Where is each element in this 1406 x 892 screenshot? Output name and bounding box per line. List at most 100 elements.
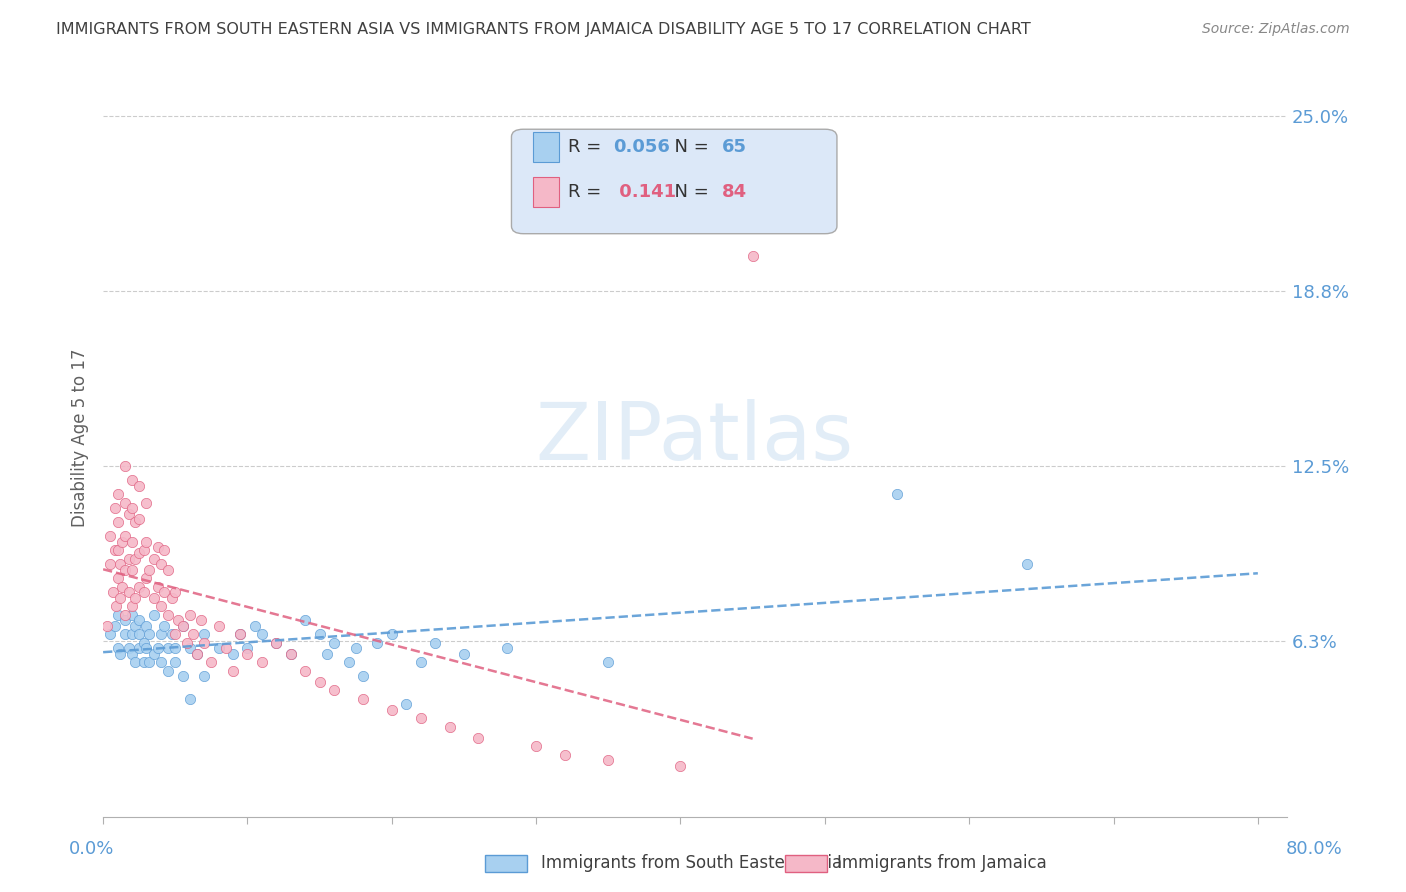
Point — [107, 515, 129, 529]
Point — [149, 558, 172, 572]
Point — [98, 529, 121, 543]
Text: ZIPatlas: ZIPatlas — [536, 399, 853, 477]
Point — [1015, 558, 1038, 572]
Point — [172, 669, 194, 683]
Point — [128, 580, 150, 594]
Point — [409, 711, 432, 725]
Point — [172, 619, 194, 633]
Point — [157, 563, 180, 577]
Point — [554, 747, 576, 762]
Point — [439, 720, 461, 734]
Point — [181, 627, 204, 641]
Point — [152, 543, 174, 558]
FancyBboxPatch shape — [512, 129, 837, 234]
Point — [352, 669, 374, 683]
Point — [114, 495, 136, 509]
Point — [193, 669, 215, 683]
Point — [453, 647, 475, 661]
Point — [107, 487, 129, 501]
Point — [128, 546, 150, 560]
Point — [294, 664, 316, 678]
Point — [103, 585, 125, 599]
Point — [409, 656, 432, 670]
Point — [135, 641, 157, 656]
Point — [186, 647, 208, 661]
Point — [294, 613, 316, 627]
Point — [250, 627, 273, 641]
Point — [162, 627, 184, 641]
Point — [121, 534, 143, 549]
Point — [142, 647, 165, 661]
Point — [135, 495, 157, 509]
Point — [162, 591, 184, 605]
Y-axis label: Disability Age 5 to 17: Disability Age 5 to 17 — [72, 349, 89, 527]
Point — [344, 641, 367, 656]
Point — [167, 613, 190, 627]
Point — [107, 641, 129, 656]
Point — [193, 636, 215, 650]
Point — [165, 627, 187, 641]
Text: N =: N = — [664, 183, 714, 201]
Point — [179, 641, 201, 656]
Point — [323, 636, 346, 650]
Point — [138, 627, 160, 641]
Point — [146, 541, 169, 555]
Point — [179, 691, 201, 706]
Point — [229, 627, 252, 641]
Point — [128, 512, 150, 526]
Point — [128, 627, 150, 641]
Point — [142, 551, 165, 566]
Point — [118, 585, 141, 599]
Point — [149, 627, 172, 641]
Point — [186, 647, 208, 661]
Point — [149, 656, 172, 670]
Text: Immigrants from South Eastern Asia: Immigrants from South Eastern Asia — [541, 855, 842, 872]
Point — [124, 515, 146, 529]
Point — [381, 703, 404, 717]
Point — [114, 563, 136, 577]
Point — [165, 585, 187, 599]
Point — [395, 698, 418, 712]
Point — [496, 641, 519, 656]
Point — [104, 501, 127, 516]
Point — [337, 656, 360, 670]
Point — [128, 613, 150, 627]
Point — [179, 607, 201, 622]
Point — [104, 619, 127, 633]
Point — [107, 571, 129, 585]
Text: 84: 84 — [723, 183, 747, 201]
Text: IMMIGRANTS FROM SOUTH EASTERN ASIA VS IMMIGRANTS FROM JAMAICA DISABILITY AGE 5 T: IMMIGRANTS FROM SOUTH EASTERN ASIA VS IM… — [56, 22, 1031, 37]
Point — [165, 641, 187, 656]
Point — [266, 636, 288, 650]
Point — [423, 636, 446, 650]
Point — [236, 647, 259, 661]
Point — [207, 619, 229, 633]
Point — [132, 543, 155, 558]
Point — [104, 543, 127, 558]
Point — [146, 641, 169, 656]
Point — [114, 459, 136, 474]
Text: N =: N = — [664, 137, 714, 155]
Point — [215, 641, 238, 656]
Point — [121, 607, 143, 622]
Point — [157, 607, 180, 622]
Point — [107, 543, 129, 558]
Point — [190, 613, 212, 627]
Point — [121, 501, 143, 516]
Text: R =: R = — [568, 183, 607, 201]
Point — [157, 641, 180, 656]
Point — [132, 656, 155, 670]
Point — [886, 487, 908, 501]
Point — [598, 754, 620, 768]
Point — [142, 607, 165, 622]
Point — [114, 613, 136, 627]
Point — [121, 647, 143, 661]
Point — [121, 563, 143, 577]
Point — [222, 647, 245, 661]
Point — [124, 591, 146, 605]
Point — [132, 636, 155, 650]
Point — [98, 627, 121, 641]
Point — [280, 647, 302, 661]
Point — [200, 656, 222, 670]
Text: 0.056: 0.056 — [613, 137, 671, 155]
